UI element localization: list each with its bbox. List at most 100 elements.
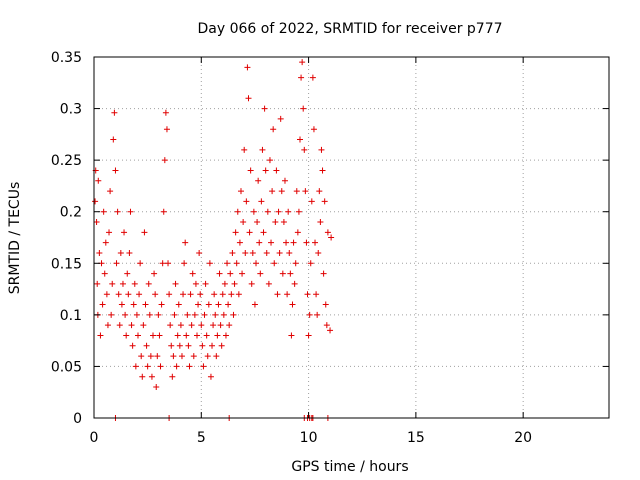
data-point (175, 301, 182, 308)
data-point (218, 342, 225, 349)
data-point (304, 291, 311, 298)
data-point (244, 64, 251, 71)
data-point (139, 373, 146, 380)
data-point (188, 322, 195, 329)
data-point (134, 332, 141, 339)
chart-title: Day 066 of 2022, SRMTID for receiver p77… (197, 21, 502, 37)
data-point (142, 301, 149, 308)
data-point (290, 239, 297, 246)
data-point (127, 208, 134, 215)
data-point (162, 109, 169, 116)
data-point (250, 208, 257, 215)
data-point (247, 167, 254, 174)
data-point (182, 239, 189, 246)
data-point (264, 208, 271, 215)
data-point (94, 280, 101, 287)
data-point (140, 322, 147, 329)
data-point (235, 291, 242, 298)
data-point (261, 105, 268, 112)
data-point (110, 136, 117, 143)
data-point (107, 188, 114, 195)
y-tick-label: 0 (73, 411, 82, 427)
data-point (184, 311, 191, 318)
data-point (279, 270, 286, 277)
data-point (317, 219, 324, 226)
data-point (313, 291, 320, 298)
data-point (190, 353, 197, 360)
data-point (170, 353, 177, 360)
data-point (245, 95, 252, 102)
data-point (276, 249, 283, 256)
data-point (214, 332, 221, 339)
axis-ticks: 0 0.05 0.1 0.15 0.2 0.25 0.3 0.35 0 5 10 15 20 (51, 50, 609, 446)
data-point (291, 280, 298, 287)
data-point (185, 342, 192, 349)
data-point (321, 198, 328, 205)
data-point (257, 270, 264, 277)
data-point (256, 239, 263, 246)
data-point (281, 177, 288, 184)
data-point (278, 188, 285, 195)
data-point (204, 353, 211, 360)
data-point (258, 198, 265, 205)
data-point (99, 301, 106, 308)
data-point (128, 322, 135, 329)
data-point (117, 249, 124, 256)
data-point (299, 59, 306, 66)
data-point (191, 311, 198, 318)
data-point (123, 332, 130, 339)
data-point (168, 342, 175, 349)
x-tick-label: 10 (300, 430, 318, 446)
data-point (211, 291, 218, 298)
data-point (138, 353, 145, 360)
data-point (236, 239, 243, 246)
data-point (141, 229, 148, 236)
data-point (253, 260, 260, 267)
y-axis-label: SRMTID / TECUs (7, 182, 23, 295)
data-point (301, 146, 308, 153)
data-point (272, 219, 279, 226)
data-point (92, 198, 99, 205)
y-tick-label: 0.3 (60, 102, 82, 118)
data-point (150, 332, 157, 339)
data-point (240, 219, 247, 226)
x-tick-label: 0 (90, 430, 99, 446)
data-point (197, 291, 204, 298)
data-point (189, 270, 196, 277)
data-point (234, 208, 241, 215)
data-point (303, 239, 310, 246)
y-tick-label: 0.1 (60, 308, 82, 324)
data-point (96, 249, 103, 256)
data-point (254, 219, 261, 226)
data-point (161, 157, 168, 164)
data-point (263, 249, 270, 256)
data-point (265, 280, 272, 287)
data-point (113, 260, 120, 267)
data-point (158, 301, 165, 308)
data-point (133, 311, 140, 318)
y-tick-label: 0.15 (51, 256, 82, 272)
data-point (207, 373, 214, 380)
data-point (270, 126, 277, 133)
data-point (320, 270, 327, 277)
data-point (316, 188, 323, 195)
data-point (289, 301, 296, 308)
data-point (174, 332, 181, 339)
data-point (222, 332, 229, 339)
data-point (294, 229, 301, 236)
data-point (273, 167, 280, 174)
data-point (246, 229, 253, 236)
data-point (210, 322, 217, 329)
data-point (153, 384, 160, 391)
data-point (274, 291, 281, 298)
data-point (212, 311, 219, 318)
data-point (114, 208, 121, 215)
data-point (157, 363, 164, 370)
data-point (180, 291, 187, 298)
data-point (232, 229, 239, 236)
data-point (136, 291, 143, 298)
data-point (280, 219, 287, 226)
data-point (171, 311, 178, 318)
y-tick-label: 0.05 (51, 359, 82, 375)
